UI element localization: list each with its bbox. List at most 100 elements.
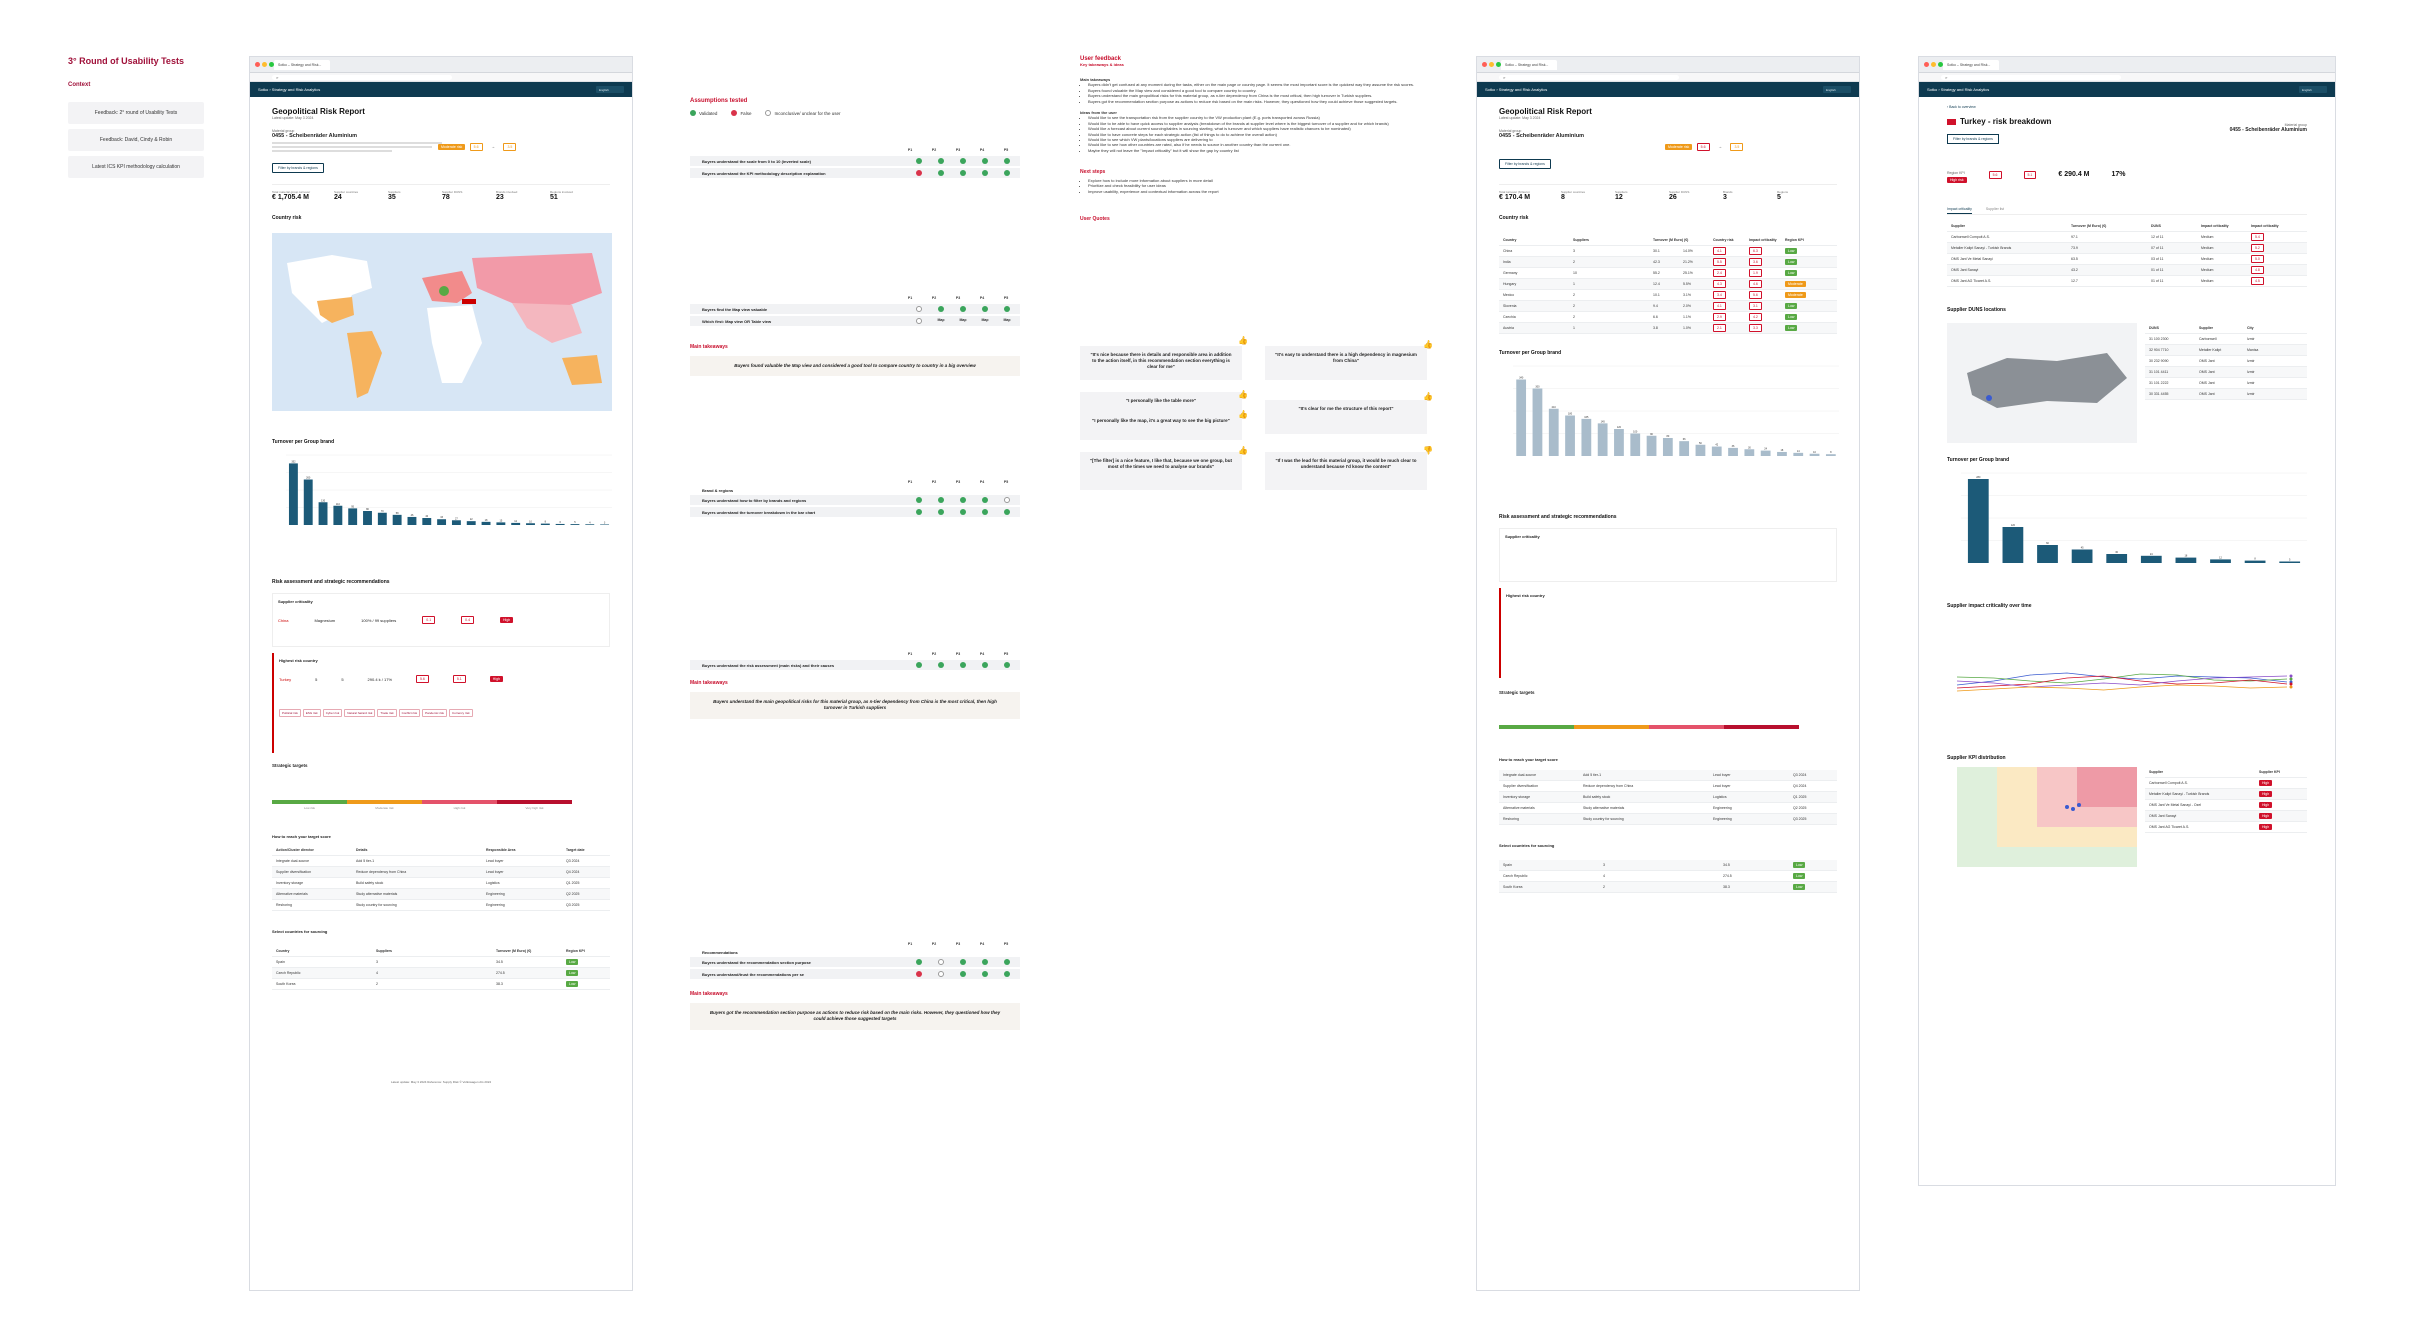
bar[interactable] bbox=[2175, 557, 2197, 563]
turkey-map[interactable] bbox=[1947, 323, 2137, 443]
bar[interactable] bbox=[1777, 451, 1787, 456]
heatmap-point[interactable] bbox=[2065, 805, 2069, 809]
close-icon[interactable] bbox=[1924, 62, 1929, 67]
bar[interactable] bbox=[303, 479, 313, 526]
bar[interactable] bbox=[1614, 429, 1624, 456]
context-card[interactable]: Feedback: 2° round of Usability Tests bbox=[68, 102, 204, 124]
bar[interactable] bbox=[2279, 561, 2301, 564]
map-marker[interactable] bbox=[439, 286, 449, 296]
minimize-icon[interactable] bbox=[262, 62, 267, 67]
address-bar[interactable]: ⟳ bbox=[1477, 73, 1859, 82]
table-row[interactable]: OMS Jant Sanayi High bbox=[2145, 811, 2307, 822]
table-row[interactable]: Alternative materials Study alternative m… bbox=[1499, 803, 1837, 814]
language-select[interactable]: English bbox=[596, 86, 624, 93]
bar[interactable] bbox=[1825, 454, 1836, 456]
bar[interactable] bbox=[1695, 444, 1706, 456]
bar[interactable] bbox=[1581, 418, 1592, 456]
table-row[interactable]: Mexico 2 10.1 3.1% 3.4 5.6 Moderate bbox=[1499, 290, 1837, 301]
map-marker[interactable] bbox=[1986, 395, 1992, 401]
table-row[interactable]: Hungary 1 12.4 5.5% 4.3 4.6 Moderate bbox=[1499, 279, 1837, 290]
bar[interactable] bbox=[1793, 452, 1804, 456]
heatmap-point[interactable] bbox=[2077, 803, 2081, 807]
minimize-icon[interactable] bbox=[1931, 62, 1936, 67]
bar[interactable] bbox=[2002, 527, 2024, 563]
language-select[interactable]: English bbox=[2299, 86, 2327, 93]
table-row[interactable]: Austria 1 3.8 1.0% 2.1 3.3 Low bbox=[1499, 323, 1837, 334]
close-icon[interactable] bbox=[255, 62, 260, 67]
table-row[interactable]: Alternative materials Study alternative m… bbox=[272, 889, 610, 900]
url-field[interactable]: ⟳ bbox=[272, 75, 452, 80]
table-row[interactable]: Czech Republic 4 274.5 Low bbox=[1499, 871, 1837, 882]
table-row[interactable]: Czechia 2 6.6 1.1% 2.9 4.2 Low bbox=[1499, 312, 1837, 323]
table-row[interactable]: Carbonwell Compoit A.S. 97.1 12 of 11 Mediu… bbox=[1947, 232, 2307, 243]
tab-supplier-list[interactable]: Supplier list bbox=[1985, 207, 2004, 211]
bar[interactable] bbox=[585, 524, 595, 525]
table-row[interactable]: Inventory storage Build safety stock Logis… bbox=[1499, 792, 1837, 803]
bar[interactable] bbox=[377, 512, 387, 525]
bar[interactable] bbox=[570, 524, 580, 525]
series-point[interactable] bbox=[2289, 685, 2293, 689]
table-row[interactable]: Spain 3 34.5 Low bbox=[272, 957, 610, 968]
back-link[interactable]: ‹ Back to overview bbox=[1947, 105, 1976, 109]
bar[interactable] bbox=[1744, 449, 1755, 456]
bar[interactable] bbox=[2106, 554, 2128, 563]
url-field[interactable]: ⟳ bbox=[1941, 75, 2121, 80]
bar[interactable] bbox=[1646, 435, 1657, 456]
table-row[interactable]: South Korea 2 38.3 Low bbox=[272, 979, 610, 990]
bar[interactable] bbox=[333, 505, 343, 525]
world-map[interactable] bbox=[272, 233, 612, 411]
table-row[interactable]: Integrate dual-source Add 5 tier-1 Lead bu… bbox=[272, 856, 610, 867]
maximize-icon[interactable] bbox=[1496, 62, 1501, 67]
bar[interactable] bbox=[2140, 555, 2162, 563]
maximize-icon[interactable] bbox=[1938, 62, 1943, 67]
table-row[interactable]: Reshoring Study country for sourcing Engin… bbox=[272, 900, 610, 911]
table-row[interactable]: 32 904 7710 Metaller Kalipt Manisa bbox=[2145, 345, 2307, 356]
table-row[interactable]: OMS Jant Sanayi 43.2 01 of 11 Medium 4.8 bbox=[1947, 265, 2307, 276]
table-row[interactable]: 31 101 4411 OMS Jant Izmir bbox=[2145, 367, 2307, 378]
bar[interactable] bbox=[288, 463, 298, 525]
bar[interactable] bbox=[496, 522, 506, 525]
bar[interactable] bbox=[1662, 438, 1673, 456]
address-bar[interactable]: ⟳ bbox=[250, 73, 632, 82]
bar[interactable] bbox=[511, 522, 521, 525]
bar[interactable] bbox=[1516, 379, 1527, 457]
table-row[interactable]: China 3 30.1 14.0% 4.1 6.3 Low bbox=[1499, 246, 1837, 257]
bar[interactable] bbox=[2071, 549, 2093, 564]
table-row[interactable]: OMS Jant Ve Metal Sanayi - Ozel High bbox=[2145, 800, 2307, 811]
series-point[interactable] bbox=[2289, 674, 2293, 678]
table-row[interactable]: Slovenia 2 9.4 2.0% 4.1 3.1 Low bbox=[1499, 301, 1837, 312]
table-row[interactable]: OMS Jant AG Ticaret A.S. 12.7 01 of 11 Medi… bbox=[1947, 276, 2307, 287]
table-row[interactable]: South Korea 2 38.3 Low bbox=[1499, 882, 1837, 893]
bar[interactable] bbox=[526, 523, 535, 525]
table-row[interactable]: India 2 42.3 21.2% 5.5 3.6 Low bbox=[1499, 257, 1837, 268]
bar[interactable] bbox=[1548, 408, 1559, 456]
filter-button[interactable]: Filter by brands & regions bbox=[272, 163, 324, 173]
browser-tab[interactable]: Sotko – Strategy and Risk... bbox=[274, 60, 330, 70]
browser-tab[interactable]: Sotko – Strategy and Risk... bbox=[1943, 60, 1999, 70]
minimize-icon[interactable] bbox=[1489, 62, 1494, 67]
bar[interactable] bbox=[466, 521, 476, 525]
bar[interactable] bbox=[1532, 388, 1543, 457]
bar[interactable] bbox=[1809, 453, 1820, 456]
filter-button[interactable]: Filter by brands & regions bbox=[1499, 159, 1551, 169]
heatmap-point[interactable] bbox=[2071, 807, 2075, 811]
bar[interactable] bbox=[481, 521, 491, 525]
table-row[interactable]: OMS Jant AG Ticaret A.S. High bbox=[2145, 822, 2307, 833]
address-bar[interactable]: ⟳ bbox=[1919, 73, 2335, 82]
table-row[interactable]: 30 331 4455 OMS Jant Izmir bbox=[2145, 389, 2307, 400]
url-field[interactable]: ⟳ bbox=[1499, 75, 1679, 80]
bar[interactable] bbox=[2244, 560, 2266, 563]
bar[interactable] bbox=[348, 508, 358, 525]
bar[interactable] bbox=[600, 524, 610, 525]
bar[interactable] bbox=[1711, 446, 1722, 456]
tab-impact-criticality[interactable]: Impact criticality bbox=[1947, 207, 1972, 214]
maximize-icon[interactable] bbox=[269, 62, 274, 67]
bar[interactable] bbox=[1967, 479, 1989, 563]
bar[interactable] bbox=[392, 514, 402, 525]
kpi-distribution-heatmap[interactable] bbox=[1947, 767, 2137, 877]
table-row[interactable]: 31 100 2300 Carbonwell Izmir bbox=[2145, 334, 2307, 345]
series-point[interactable] bbox=[2289, 682, 2293, 686]
bar[interactable] bbox=[1597, 423, 1608, 456]
context-card[interactable]: Feedback: David, Cindy & Robin bbox=[68, 129, 204, 151]
language-select[interactable]: English bbox=[1823, 86, 1851, 93]
